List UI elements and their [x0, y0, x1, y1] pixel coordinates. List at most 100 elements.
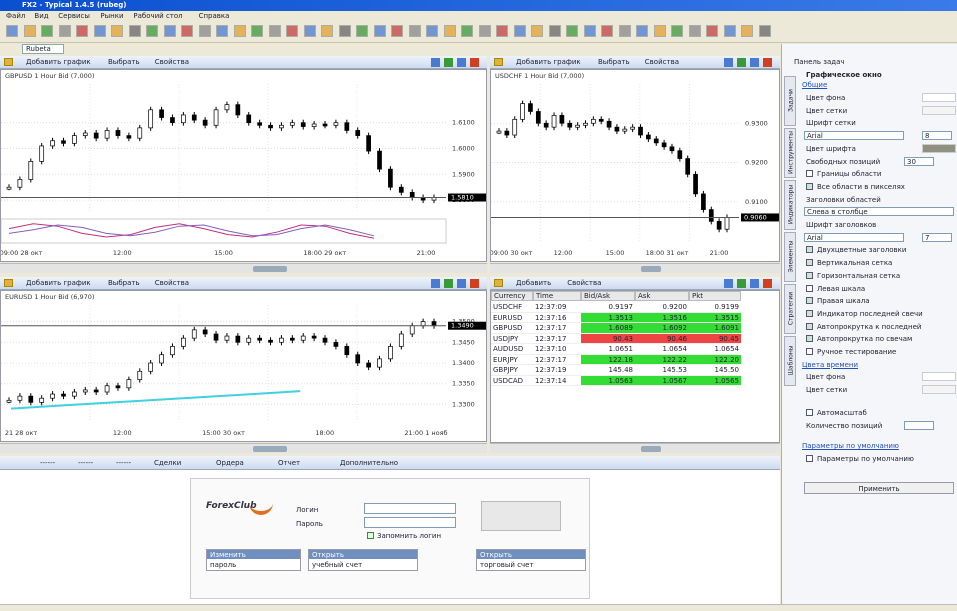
vertical-tab[interactable]: Задачи — [784, 76, 796, 126]
quote-cell[interactable]: 1.0651 — [581, 344, 635, 355]
quote-cell[interactable]: 1.6089 — [581, 323, 635, 334]
panel-button[interactable] — [444, 58, 453, 67]
select-box[interactable]: Слева в столбце — [804, 207, 954, 216]
toolbar-button[interactable] — [181, 25, 193, 37]
quote-cell[interactable]: 0.9197 — [581, 302, 635, 313]
bottom-tab[interactable]: ------ — [116, 459, 131, 467]
toolbar-button[interactable] — [146, 25, 158, 37]
quote-cell[interactable]: 12:37:10 — [533, 344, 581, 355]
color-swatch[interactable] — [922, 106, 956, 115]
quote-cell[interactable]: 1.0654 — [635, 344, 689, 355]
checkbox[interactable] — [806, 285, 813, 292]
quote-cell[interactable]: 1.6092 — [635, 323, 689, 334]
panel-button[interactable] — [763, 58, 772, 67]
panel-button[interactable] — [737, 58, 746, 67]
section-link[interactable]: Цвета времени — [802, 361, 858, 369]
toolbar-button[interactable] — [759, 25, 771, 37]
toolbar-button[interactable] — [251, 25, 263, 37]
color-swatch[interactable] — [922, 144, 956, 153]
scroll-thumb[interactable] — [253, 446, 287, 452]
quote-cell[interactable]: 1.0563 — [581, 376, 635, 387]
quote-cell[interactable]: 122.22 — [635, 355, 689, 366]
toolbar-button[interactable] — [304, 25, 316, 37]
checkbox[interactable] — [806, 455, 813, 462]
quote-cell[interactable]: 1.3516 — [635, 313, 689, 324]
toolbar-menu[interactable]: Добавить график — [516, 58, 581, 66]
vertical-tab[interactable]: Шаблоны — [784, 336, 796, 386]
panel-button[interactable] — [431, 58, 440, 67]
quote-cell[interactable]: USDCHF — [491, 302, 533, 313]
remember-checkbox[interactable] — [367, 532, 374, 539]
workspace-tab[interactable]: Rubeta — [22, 44, 64, 54]
size-select[interactable]: 8 — [922, 131, 952, 140]
toolbar-button[interactable] — [531, 25, 543, 37]
number-input[interactable] — [904, 421, 934, 430]
panel-button[interactable] — [750, 279, 759, 288]
panel-button[interactable] — [750, 58, 759, 67]
panel-button[interactable] — [763, 279, 772, 288]
toolbar-button[interactable] — [76, 25, 88, 37]
checkbox[interactable] — [806, 259, 813, 266]
panel-button[interactable] — [444, 279, 453, 288]
toolbar-button[interactable] — [549, 25, 561, 37]
toolbar-button[interactable] — [619, 25, 631, 37]
toolbar-menu[interactable]: Добавить график — [26, 279, 91, 287]
panel-button[interactable] — [724, 279, 733, 288]
quote-cell[interactable]: 12:37:17 — [533, 323, 581, 334]
checkbox[interactable] — [806, 246, 813, 253]
quote-cell[interactable]: 1.3515 — [689, 313, 741, 324]
quote-cell[interactable]: 12:37:16 — [533, 313, 581, 324]
quote-cell[interactable]: EURJPY — [491, 355, 533, 366]
toolbar-button[interactable] — [6, 25, 18, 37]
toolbar-button[interactable] — [444, 25, 456, 37]
toolbar-button[interactable] — [286, 25, 298, 37]
toolbar-menu[interactable]: Выбрать — [598, 58, 630, 66]
toolbar-button[interactable] — [356, 25, 368, 37]
quote-cell[interactable]: 12:37:14 — [533, 376, 581, 387]
quote-cell[interactable]: USDJPY — [491, 334, 533, 345]
task-panel-section[interactable]: Общие — [802, 81, 827, 89]
toolbar-button[interactable] — [41, 25, 53, 37]
scroll-thumb[interactable] — [641, 266, 661, 272]
password-input[interactable] — [364, 517, 456, 528]
bottom-tab[interactable]: Дополнительно — [340, 459, 398, 467]
toolbar-button[interactable] — [514, 25, 526, 37]
toolbar-button[interactable] — [601, 25, 613, 37]
column-header[interactable]: Ask — [635, 291, 689, 301]
vertical-tab[interactable]: Элементы — [784, 232, 796, 282]
toolbar-button[interactable] — [741, 25, 753, 37]
quote-cell[interactable]: 145.50 — [689, 365, 741, 376]
quote-cell[interactable]: GBPUSD — [491, 323, 533, 334]
panel-button[interactable] — [457, 279, 466, 288]
toolbar-button[interactable] — [566, 25, 578, 37]
toolbar-menu[interactable]: Выбрать — [108, 279, 140, 287]
toolbar-button[interactable] — [426, 25, 438, 37]
toolbar-button[interactable] — [689, 25, 701, 37]
column-header[interactable]: Time — [533, 291, 581, 301]
toolbar-button[interactable] — [339, 25, 351, 37]
menu-item[interactable]: Вид — [34, 12, 48, 20]
bottom-tab[interactable]: ------ — [78, 459, 93, 467]
checkbox[interactable] — [806, 335, 813, 342]
toolbar-button[interactable] — [94, 25, 106, 37]
login-button[interactable] — [481, 501, 561, 531]
quote-cell[interactable]: 12:37:19 — [533, 365, 581, 376]
quote-cell[interactable]: 1.0567 — [635, 376, 689, 387]
quote-cell[interactable]: 145.48 — [581, 365, 635, 376]
quote-cell[interactable]: 1.0565 — [689, 376, 741, 387]
checkbox[interactable] — [806, 272, 813, 279]
column-header[interactable]: Bid/Ask — [581, 291, 635, 301]
panel-button[interactable] — [457, 58, 466, 67]
menu-item[interactable]: Файл — [6, 12, 25, 20]
toolbar-button[interactable] — [164, 25, 176, 37]
checkbox[interactable] — [806, 348, 813, 355]
checkbox[interactable] — [806, 297, 813, 304]
toolbar-button[interactable] — [199, 25, 211, 37]
quote-cell[interactable]: 12:37:17 — [533, 355, 581, 366]
checkbox[interactable] — [806, 409, 813, 416]
menu-item[interactable]: Справка — [199, 12, 230, 20]
checkbox[interactable] — [806, 323, 813, 330]
vertical-tab[interactable]: Индикаторы — [784, 180, 796, 230]
